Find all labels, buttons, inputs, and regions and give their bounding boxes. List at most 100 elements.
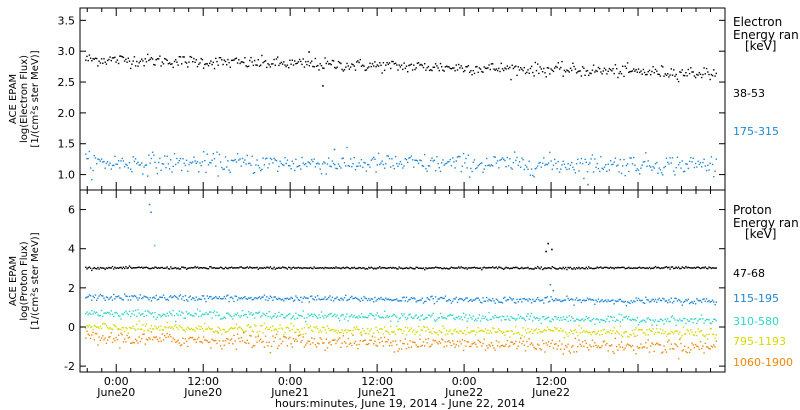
data-point <box>341 68 343 71</box>
data-point <box>466 327 468 329</box>
data-point <box>622 346 624 349</box>
data-point <box>179 294 182 296</box>
data-point <box>302 310 304 312</box>
data-point <box>650 74 652 76</box>
data-point <box>507 67 510 70</box>
data-point <box>462 152 465 155</box>
data-point <box>674 343 676 345</box>
data-point <box>239 62 241 65</box>
data-point <box>439 312 442 315</box>
data-point <box>528 160 530 162</box>
data-point <box>362 327 364 330</box>
data-point <box>239 298 241 300</box>
data-point <box>415 314 417 316</box>
data-point <box>189 267 191 269</box>
data-point <box>235 267 238 269</box>
data-point <box>595 333 597 336</box>
data-point <box>584 331 586 333</box>
data-point <box>684 170 686 172</box>
data-point <box>469 71 471 73</box>
data-point <box>233 315 235 317</box>
data-point <box>199 328 201 330</box>
data-point <box>496 331 499 333</box>
data-point <box>162 163 165 165</box>
data-point <box>89 295 92 297</box>
data-point <box>349 315 352 317</box>
data-point <box>360 331 363 333</box>
data-point <box>154 311 156 314</box>
data-point <box>272 335 274 337</box>
data-point <box>517 345 519 347</box>
data-point <box>707 318 709 321</box>
data-point <box>85 59 87 61</box>
data-point <box>120 266 122 269</box>
data-point <box>339 165 341 167</box>
data-point <box>360 313 363 315</box>
data-point <box>545 163 547 165</box>
data-point <box>134 158 137 160</box>
data-point <box>599 321 601 323</box>
data-point <box>511 64 513 66</box>
data-point <box>377 267 380 269</box>
data-point <box>308 315 310 317</box>
data-point <box>651 267 653 269</box>
data-point <box>464 340 466 342</box>
data-point <box>303 164 306 166</box>
data-point <box>563 348 566 350</box>
data-point <box>195 296 197 298</box>
data-point <box>640 267 642 269</box>
data-point <box>156 338 159 341</box>
data-point <box>546 67 549 69</box>
data-point <box>115 336 117 339</box>
data-point <box>486 332 488 334</box>
data-point <box>501 302 504 304</box>
data-point <box>551 318 553 320</box>
data-point <box>692 267 694 269</box>
data-point <box>161 328 163 331</box>
data-point <box>693 347 696 349</box>
data-point <box>456 301 459 304</box>
data-point <box>224 340 227 342</box>
data-point <box>314 296 317 298</box>
data-point <box>439 170 442 173</box>
data-point <box>535 167 538 169</box>
data-point <box>305 297 307 299</box>
data-point <box>523 318 525 320</box>
data-point <box>438 69 440 72</box>
data-point <box>167 299 170 302</box>
data-point <box>144 310 146 312</box>
data-point <box>646 73 648 76</box>
data-point <box>550 267 552 270</box>
data-point <box>162 63 165 65</box>
data-point <box>617 349 619 351</box>
data-point <box>554 343 556 345</box>
data-point <box>164 57 166 60</box>
data-point <box>343 162 346 164</box>
data-point <box>289 165 291 167</box>
data-point <box>143 266 145 269</box>
data-point <box>300 60 302 63</box>
data-point <box>614 64 617 66</box>
data-point <box>249 313 251 315</box>
data-point <box>496 299 499 301</box>
data-point <box>681 350 683 352</box>
data-point <box>691 331 693 333</box>
data-point <box>510 78 512 81</box>
data-point <box>630 157 632 159</box>
data-point <box>503 268 505 270</box>
x-axis-title: hours:minutes, June 19, 2014 - June 22, … <box>275 397 525 410</box>
data-point <box>556 168 558 170</box>
data-point <box>320 173 323 175</box>
data-point <box>368 66 370 68</box>
data-point <box>403 313 405 315</box>
data-point <box>581 341 584 343</box>
data-point <box>499 329 501 332</box>
data-point <box>422 165 425 167</box>
data-point <box>202 151 205 153</box>
data-point <box>238 314 240 317</box>
data-point <box>213 267 216 269</box>
data-point <box>253 297 256 299</box>
data-point <box>656 324 658 326</box>
data-point <box>551 248 553 251</box>
data-point <box>262 61 264 64</box>
